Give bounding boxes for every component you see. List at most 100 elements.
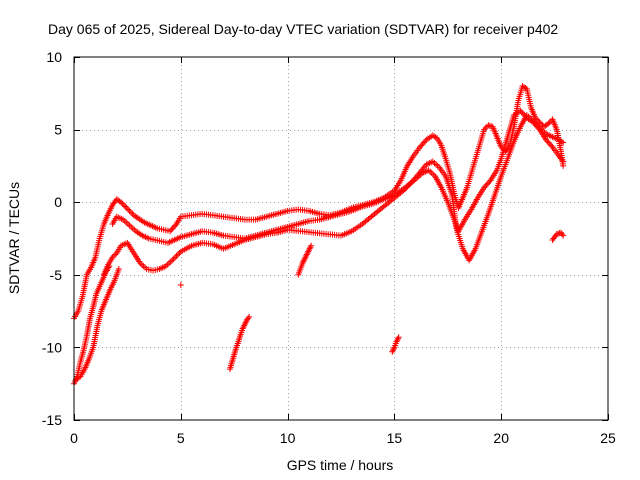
data-point [543,136,550,143]
data-point [548,142,555,149]
data-point [300,257,307,264]
data-point [530,117,537,124]
data-point [300,258,307,265]
data-point [110,252,117,259]
data-point [133,214,140,221]
data-point [112,251,119,258]
y-tick-label: 10 [46,49,62,65]
y-tick-label: 5 [54,122,62,138]
data-point [417,144,424,151]
data-point [241,321,248,328]
data-point [246,313,253,320]
data-point [483,181,490,188]
data-point [560,232,567,239]
data-point [406,181,413,188]
data-point [389,348,396,355]
data-point [302,254,309,261]
x-axis-label: GPS time / hours [287,457,394,473]
data-point [560,158,567,165]
data-point [407,180,414,187]
x-tick-label: 10 [280,430,296,446]
series-arc-15h [389,334,402,355]
x-tick-label: 25 [600,430,616,446]
data-point [536,119,543,126]
data-point [394,337,401,344]
data-point [422,138,429,145]
y-tick-label: 0 [54,194,62,210]
data-point [245,315,252,322]
data-point [559,157,566,164]
y-axis-label: SDTVAR / TECUs [6,182,22,294]
data-point [394,335,401,342]
data-point [532,120,539,127]
data-point [411,175,418,182]
data-point [169,257,176,264]
data-point [393,338,400,345]
data-point [538,120,545,127]
data-point [486,178,493,185]
data-point [126,207,133,214]
data-point [127,209,134,216]
data-point [418,142,425,149]
data-point [239,325,246,332]
y-tick-label: -10 [42,339,62,355]
data-point [307,244,314,251]
data-point [304,250,311,257]
data-point [404,183,411,190]
x-tick-label: 20 [493,430,509,446]
series-late-segment [549,229,567,243]
data-point [301,255,308,262]
data-point [170,223,177,230]
series-outlier [177,281,184,288]
data-point [408,178,415,185]
data-point [482,125,489,132]
data-point [484,180,491,187]
data-point [173,252,180,259]
data-point [420,139,427,146]
data-point [546,141,553,148]
data-point [240,324,247,331]
data-point [403,184,410,191]
data-point [535,123,542,130]
data-point [390,345,397,352]
axis-ticks: 0 5 10 15 20 25 -15 -10 -5 0 5 10 [42,49,616,446]
data-point [176,250,183,257]
data-point [522,84,529,91]
data-point [306,245,313,252]
data-point [560,139,567,146]
data-point [410,177,417,184]
data-point [125,206,132,213]
y-tick-label: -15 [42,412,62,428]
y-tick-label: -5 [50,267,63,283]
data-point [545,139,552,146]
data-point [120,202,127,209]
data-point [115,265,122,272]
data-point [517,107,524,114]
x-tick-label: 5 [177,430,185,446]
data-point [303,252,310,259]
data-point [534,122,541,129]
x-tick-label: 0 [70,430,78,446]
data-point [481,126,488,133]
data-point [172,222,179,229]
data-point [170,255,177,262]
data-point [119,200,126,207]
data-point [305,248,312,255]
series-lower-track [100,112,567,278]
plot-frame [73,56,609,421]
data-point [482,183,489,190]
data-point [106,263,113,270]
data-point [172,254,179,261]
data-point [174,251,181,258]
data-point [395,334,402,341]
data-point [167,228,174,235]
data-point [545,120,552,127]
data-point [303,251,310,258]
data-point [531,119,538,126]
data-point [105,264,112,271]
data-points [71,83,567,387]
series-early-steep-track [71,263,113,387]
chart-title: Day 065 of 2025, Sidereal Day-to-day VTE… [48,21,558,37]
data-point [519,110,526,117]
data-point [544,138,551,145]
